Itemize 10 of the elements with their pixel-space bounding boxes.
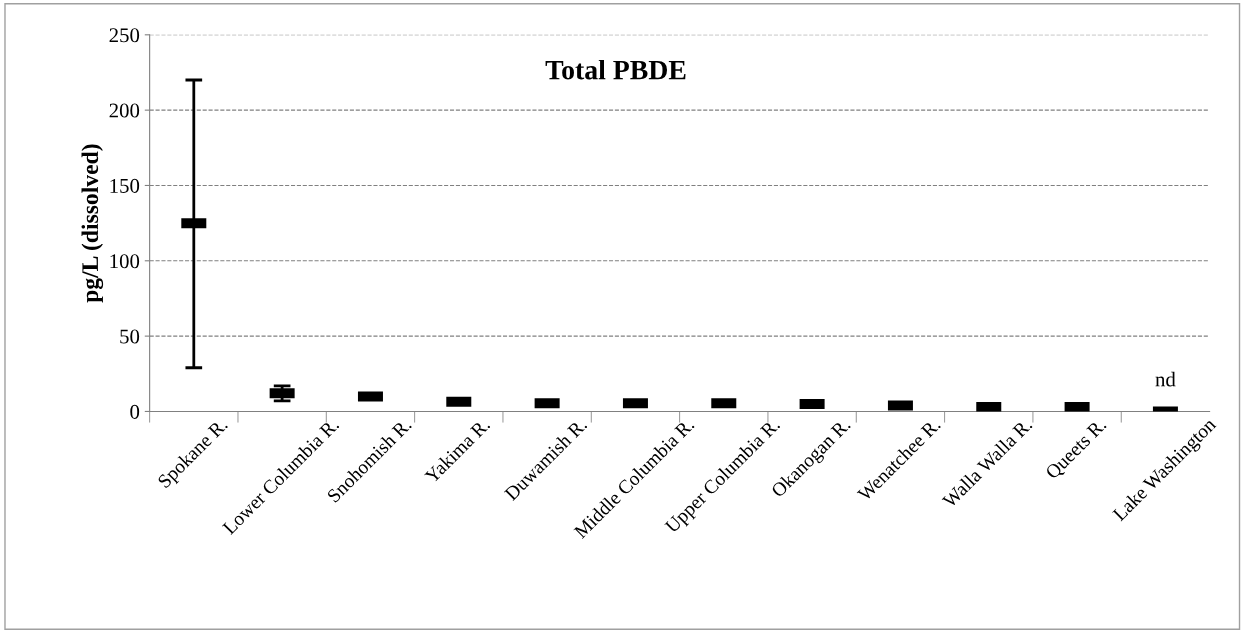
annotation: nd (1155, 371, 1176, 387)
y-tick-label: 250 (109, 28, 140, 43)
y-axis-title: pg/L (dissolved) (81, 144, 104, 303)
y-tick-label: 50 (120, 329, 140, 344)
text: Total PBDE (545, 59, 686, 80)
y-tick-label: 150 (110, 178, 140, 193)
y-tick-label: 200 (109, 103, 140, 118)
x-tick-label: Walla Walla R. (941, 417, 1033, 509)
y-tick-label: 100 (110, 254, 140, 269)
y-tick-label: 0 (130, 404, 140, 419)
